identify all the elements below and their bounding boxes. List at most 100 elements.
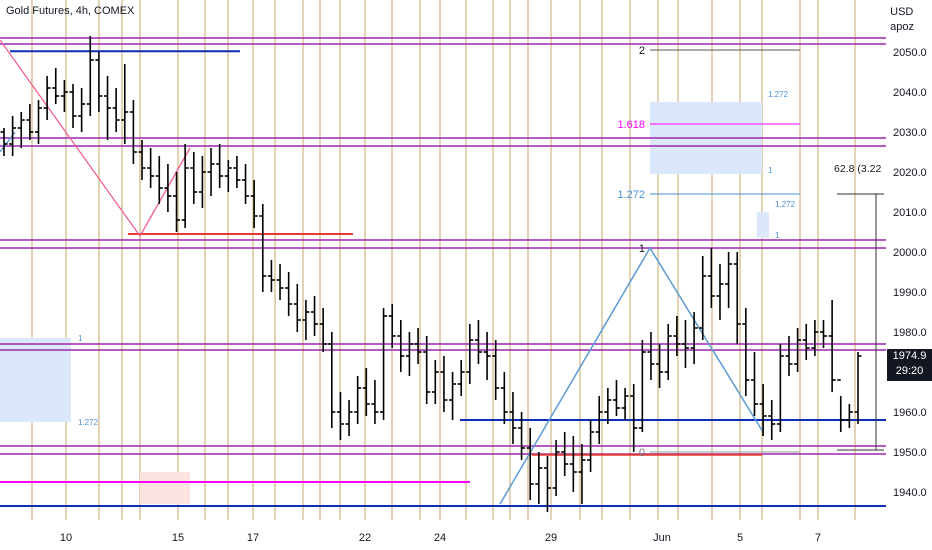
- bar-countdown: 29:20: [895, 365, 924, 377]
- ohlc-bar: [604, 388, 612, 424]
- ohlc-bar: [699, 256, 707, 340]
- y-tick-label-6: 1990.0: [893, 287, 927, 299]
- ohlc-bar: [104, 76, 112, 140]
- ohlc-bar: [561, 432, 569, 476]
- ohlc-bar: [673, 316, 681, 356]
- ohlc-bar: [207, 148, 215, 196]
- ohlc-bar: [742, 308, 750, 396]
- x-tick-label-0: 10: [60, 532, 72, 544]
- y-tick-label-3: 2020.0: [893, 167, 927, 179]
- fib-small-label-0: 1.272: [768, 90, 789, 99]
- ohlc-bar: [621, 388, 629, 420]
- ohlc-bar: [569, 436, 577, 492]
- ohlc-bar: [35, 100, 43, 144]
- ohlc-bar: [362, 368, 370, 416]
- zigzag-blue: [499, 246, 764, 505]
- ohlc-bar: [181, 144, 189, 228]
- ohlc-bar: [138, 140, 146, 180]
- ohlc-bar: [543, 456, 551, 512]
- y-tick-label-9: 1960.0: [893, 407, 927, 419]
- ohlc-bar: [423, 336, 431, 404]
- ohlc-bar: [26, 104, 34, 140]
- ohlc-bar: [371, 380, 379, 424]
- chart-title: Gold Futures, 4h, COMEX: [6, 5, 135, 17]
- ohlc-bar: [535, 452, 543, 504]
- ohlc-bar: [0, 128, 8, 156]
- fib-label-4: 0: [639, 447, 645, 459]
- ohlc-bar: [198, 156, 206, 208]
- current-price-value: 1974.9: [892, 350, 927, 362]
- ohlc-bar: [276, 264, 284, 300]
- ohlc-bar: [345, 400, 353, 436]
- fib-label-2: 1.272: [617, 189, 645, 201]
- ohlc-bar: [233, 156, 241, 188]
- ohlc-bar: [328, 332, 336, 428]
- ohlc-bar: [837, 379, 845, 432]
- ohlc-bar: [224, 160, 232, 192]
- x-tick-label-8: 7: [815, 532, 821, 544]
- ohlc-bar: [397, 320, 405, 372]
- ohlc-bar: [354, 376, 362, 424]
- currency-label: USD: [890, 6, 914, 18]
- ohlc-bar: [164, 164, 172, 212]
- ohlc-bar: [811, 320, 819, 356]
- ohlc-bar: [733, 252, 741, 344]
- ohlc-bar: [819, 320, 827, 348]
- x-tick-label-5: 29: [545, 532, 557, 544]
- ohlc-bar: [431, 360, 439, 404]
- ohlc-bar: [587, 420, 595, 472]
- time-axis-bg: [0, 521, 886, 550]
- measure-label: 62.8 (3.22: [834, 163, 881, 175]
- y-tick-label-10: 1950.0: [893, 447, 927, 459]
- ohlc-bar: [845, 404, 853, 428]
- ohlc-bar: [17, 112, 25, 148]
- y-tick-label-1: 2040.0: [893, 87, 927, 99]
- ohlc-bar: [173, 172, 181, 232]
- ohlc-bar: [86, 36, 94, 116]
- ohlc-bar: [242, 164, 250, 204]
- ohlc-bar: [552, 440, 560, 496]
- ohlc-bar: [388, 304, 396, 348]
- fib-small-label-1: 1: [768, 166, 773, 175]
- current-price-badge: 1974.9 29:20: [887, 349, 932, 381]
- ohlc-bar: [725, 252, 733, 308]
- y-tick-label-4: 2010.0: [893, 207, 927, 219]
- ohlc-bar: [457, 360, 465, 396]
- x-tick-label-2: 17: [247, 532, 259, 544]
- ohlc-bar: [155, 156, 163, 204]
- ohlc-bar: [43, 76, 51, 120]
- ohlc-bar: [112, 88, 120, 132]
- ohlc-bar: [285, 272, 293, 316]
- ohlc-bar: [216, 144, 224, 188]
- ohlc-bar: [380, 308, 388, 420]
- ohlc-bar: [638, 340, 646, 432]
- ohlc-bar: [259, 204, 267, 292]
- ohlc-bar: [69, 84, 77, 128]
- ohlc-bar: [440, 356, 448, 412]
- ohlc-bar: [147, 148, 155, 188]
- ohlc-bar: [759, 384, 767, 436]
- y-tick-label-0: 2050.0: [893, 47, 927, 59]
- ohlc-bar: [336, 392, 344, 440]
- ohlc-bar: [828, 300, 836, 392]
- ohlc-bar: [794, 328, 802, 372]
- fib-small-label-2: 1.272: [775, 200, 796, 209]
- fib-label-3: 1: [639, 243, 645, 255]
- ohlc-bar: [500, 372, 508, 424]
- ohlc-bar: [518, 412, 526, 460]
- ohlc-bar: [121, 64, 129, 144]
- red-zone: [140, 472, 190, 504]
- y-tick-label-11: 1940.0: [893, 487, 927, 499]
- ohlc-bar: [716, 264, 724, 320]
- ohlc-bar: [466, 324, 474, 384]
- price-axis-header: USD apoz: [890, 5, 914, 35]
- ohlc-bar: [630, 384, 638, 452]
- ohlc-bar: [474, 320, 482, 364]
- ohlc-bar: [267, 260, 275, 292]
- ohlc-bar: [776, 344, 784, 432]
- ohlc-bar: [9, 116, 17, 156]
- unit-label: apoz: [890, 21, 914, 33]
- fib-zone-left: [0, 338, 71, 422]
- ohlc-bar: [250, 180, 258, 228]
